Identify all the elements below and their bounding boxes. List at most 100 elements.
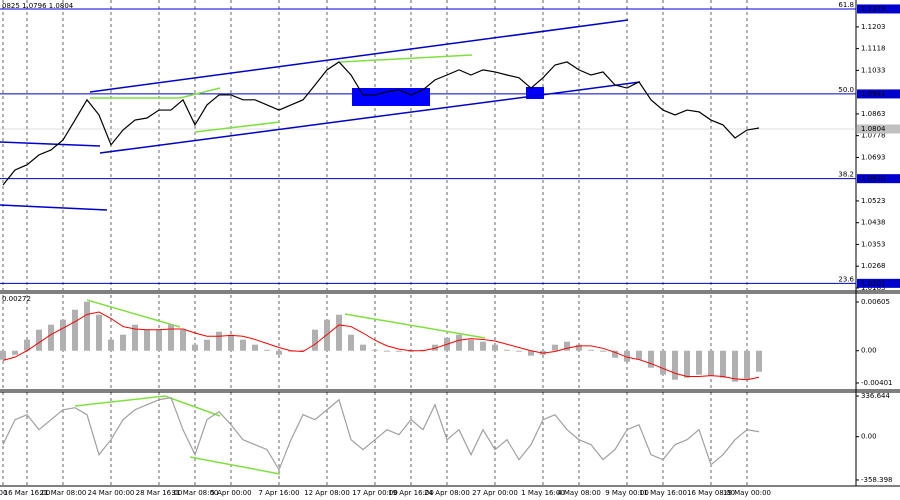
histogram-bar — [684, 350, 690, 378]
level-tag-label: 1.0201 — [861, 279, 886, 287]
y-tick-label: 336.644 — [861, 392, 890, 400]
y-tick-label: 0.00605 — [861, 298, 890, 306]
level-name: 61.8 — [838, 1, 854, 9]
divergence-line — [194, 121, 281, 133]
histogram-bar — [468, 339, 474, 351]
histogram-bar — [240, 339, 246, 351]
histogram-bar — [192, 344, 198, 351]
histogram-bar — [156, 329, 162, 351]
price-line — [2, 397, 760, 472]
level-tag — [857, 278, 900, 288]
y-tick-label: 1.0863 — [861, 110, 886, 118]
level-tag-label: 1.0941 — [861, 90, 886, 98]
x-tick-label: 5 Apr 00:00 — [210, 489, 251, 497]
histogram-bar — [372, 349, 378, 351]
x-tick-label: 16 Mar 16:00 — [4, 489, 51, 497]
histogram-bar — [84, 301, 90, 351]
histogram-bar — [396, 350, 402, 352]
y-tick-label: 1.1033 — [861, 66, 886, 74]
histogram-bar — [120, 334, 126, 351]
chart-title: 0825 1.0796 1.0804 — [2, 2, 74, 10]
x-tick-label: 24 Mar 00:00 — [88, 489, 135, 497]
level-tag — [857, 174, 900, 184]
level-tag — [857, 4, 900, 14]
level-name: 38.2 — [838, 171, 854, 179]
histogram-bar — [648, 350, 654, 368]
trend-line — [0, 204, 108, 211]
divergence-line — [189, 456, 281, 475]
histogram-bar — [264, 349, 270, 351]
y-tick-label: 1.0438 — [861, 219, 886, 227]
histogram-bar — [696, 350, 702, 375]
histogram-bar — [96, 314, 102, 351]
histogram-bar — [132, 324, 138, 351]
histogram-bar — [72, 309, 78, 351]
y-tick-label: 1.0523 — [861, 197, 886, 205]
y-tick-label: 0.00 — [861, 433, 877, 441]
signal-line — [2, 311, 760, 381]
histogram-bar — [624, 350, 630, 362]
panel-frames — [0, 0, 900, 487]
level-tag — [857, 89, 900, 99]
trend-line — [0, 141, 101, 147]
histogram-bar — [636, 350, 642, 360]
histogram-bar — [48, 324, 54, 351]
last-price-label: 1.0804 — [861, 125, 886, 133]
divergence-line — [74, 395, 221, 417]
histogram-bar — [612, 350, 618, 358]
histogram-bar — [360, 344, 366, 351]
divergence-line — [86, 299, 181, 328]
histogram-bar — [660, 350, 666, 375]
histogram-bar — [36, 329, 42, 351]
x-tick-label: 1 May 16:00 — [521, 489, 565, 497]
divergence-line — [339, 54, 473, 63]
histogram-bar — [24, 339, 30, 351]
histogram-bar — [12, 350, 18, 355]
x-tick-label: 16 May 08:00 — [687, 489, 735, 497]
x-tick-label: 4 May 08:00 — [557, 489, 601, 497]
histogram-bar — [576, 344, 582, 351]
y-tick-label: 1.0268 — [861, 262, 886, 270]
x-tick-label: 12 Apr 08:00 — [304, 489, 350, 497]
histogram-bar — [552, 344, 558, 351]
panel-title: 0.00272 — [2, 295, 31, 303]
histogram-bar — [204, 339, 210, 351]
histogram-bar — [312, 329, 318, 351]
histogram-bar — [492, 344, 498, 351]
y-tick-label: 1.0353 — [861, 240, 886, 248]
price-line — [2, 61, 760, 186]
y-tick-label: -0.00401 — [861, 379, 892, 387]
y-tick-label: -358.398 — [861, 476, 892, 484]
histogram-bar — [516, 350, 522, 352]
x-tick-label: 31 Mar 08:00 — [172, 489, 219, 497]
x-tick-label: 19 May 00:00 — [723, 489, 771, 497]
histogram-bar — [588, 349, 594, 351]
x-tick-label: 28 Mar 16:00 — [136, 489, 183, 497]
histogram-bar — [456, 334, 462, 351]
histogram-bar — [300, 349, 306, 351]
histogram-bar — [228, 334, 234, 351]
histogram-bar — [252, 344, 258, 351]
zone — [352, 88, 430, 106]
x-tick-label: 7 Apr 16:00 — [258, 489, 299, 497]
histogram-bar — [756, 350, 762, 372]
histogram-bar — [348, 334, 354, 351]
divergence-line — [344, 313, 486, 339]
y-tick-label: 1.1203 — [861, 23, 886, 31]
y-tick-label: 1.0778 — [861, 132, 886, 140]
histogram-bar — [480, 341, 486, 351]
y-tick-label: 0.00 — [861, 347, 877, 355]
level-name: 50.0 — [838, 86, 854, 94]
x-tick-label: 17 Apr 00:00 — [352, 489, 398, 497]
level-name: 23.6 — [838, 275, 854, 283]
histogram-bar — [384, 350, 390, 352]
histogram-bar — [528, 350, 534, 356]
annotations — [0, 19, 641, 475]
histogram-bar — [600, 350, 606, 352]
histogram-bar — [180, 329, 186, 351]
x-tick-label: 19 Apr 16:00 — [388, 489, 434, 497]
x-tick-label: 27 Apr 00:00 — [472, 489, 518, 497]
histogram-bar — [336, 314, 342, 351]
